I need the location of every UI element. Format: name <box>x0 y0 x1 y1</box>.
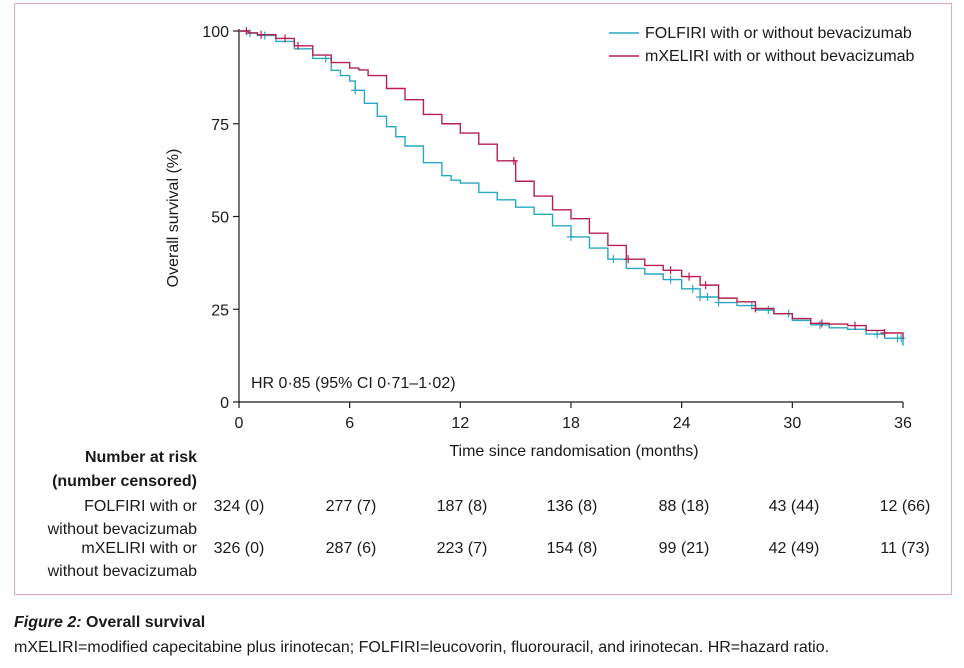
censor-mark <box>816 320 824 329</box>
risk-cell: 43 (44) <box>769 498 820 515</box>
x-tick-label: 12 <box>451 415 469 432</box>
censor-mark <box>666 266 675 275</box>
censor-mark <box>696 293 705 302</box>
risk-row-label: FOLFIRI with or <box>84 498 198 515</box>
figure-label: Figure 2: <box>14 614 82 631</box>
censor-mark <box>567 232 575 241</box>
risk-cell: 326 (0) <box>214 540 265 557</box>
risk-cell: 277 (7) <box>326 498 377 515</box>
censor-mark <box>257 30 266 39</box>
legend-label: FOLFIRI with or without bevacizumab <box>645 25 912 42</box>
y-tick-label: 25 <box>211 302 229 319</box>
figure-caption-text: mXELIRI=modified capecitabine plus irino… <box>14 639 830 656</box>
y-tick-label: 0 <box>220 395 229 412</box>
hr-annotation: HR 0·85 (95% CI 0·71–1·02) <box>251 375 456 392</box>
censor-mark <box>851 321 860 330</box>
censor-mark <box>897 334 906 343</box>
risk-cell: 88 (18) <box>659 498 710 515</box>
risk-cell: 99 (21) <box>659 540 710 557</box>
risk-cell: 187 (8) <box>437 498 488 515</box>
risk-row-label: mXELIRI with or <box>81 540 197 557</box>
y-tick-label: 50 <box>211 210 229 227</box>
x-tick-label: 24 <box>673 415 691 432</box>
x-tick-label: 30 <box>783 415 801 432</box>
x-axis-label: Time since randomisation (months) <box>449 443 698 460</box>
censor-mark <box>703 293 712 302</box>
risk-row-label: without bevacizumab <box>47 521 198 538</box>
risk-cell: 287 (6) <box>326 540 377 557</box>
risk-cell: 12 (66) <box>880 498 931 515</box>
risk-cell: 136 (8) <box>547 498 598 515</box>
risk-cell: 42 (49) <box>769 540 820 557</box>
censor-mark <box>701 281 710 290</box>
y-tick-label: 100 <box>202 24 229 41</box>
x-tick-label: 6 <box>345 415 354 432</box>
legend-label: mXELIRI with or without bevacizumab <box>645 48 915 65</box>
risk-cell: 154 (8) <box>547 540 598 557</box>
censor-mark <box>880 328 889 337</box>
censor-mark <box>281 34 290 43</box>
censor-mark <box>260 31 269 40</box>
censor-mark <box>751 304 760 313</box>
survival-curve-folfiri <box>239 30 904 346</box>
censor-mark <box>666 275 675 284</box>
censor-mark <box>624 255 633 264</box>
figure-title: Overall survival <box>81 614 206 631</box>
censor-mark <box>873 330 882 339</box>
censor-mark <box>685 272 694 281</box>
survival-curve-mxeliri <box>239 30 904 339</box>
censor-mark <box>764 305 773 314</box>
censor-mark <box>509 156 518 165</box>
censor-mark <box>242 27 251 35</box>
censor-mark <box>714 298 723 307</box>
x-tick-label: 36 <box>894 415 912 432</box>
risk-cell: 11 (73) <box>880 540 930 557</box>
censor-mark <box>294 41 303 50</box>
figure-frame <box>14 3 952 595</box>
risk-row-label: without bevacizumab <box>47 563 198 580</box>
y-tick-label: 75 <box>211 117 229 134</box>
risk-table-header: (number censored) <box>52 473 197 490</box>
figure-caption-title: Figure 2: Overall survival <box>14 614 205 632</box>
censor-mark <box>817 319 826 328</box>
x-tick-label: 0 <box>235 415 244 432</box>
risk-cell: 223 (7) <box>437 540 488 557</box>
y-axis-label: Overall survival (%) <box>165 149 182 288</box>
censor-mark <box>688 284 697 293</box>
risk-table-header: Number at risk <box>85 449 197 466</box>
km-chart: 0 6 12 18 24 30 36 0 25 50 75 100 Time since randomi… <box>47 24 931 580</box>
censor-mark <box>351 86 360 95</box>
risk-cell: 324 (0) <box>214 498 265 515</box>
x-tick-label: 18 <box>562 415 580 432</box>
censor-mark <box>609 255 618 264</box>
